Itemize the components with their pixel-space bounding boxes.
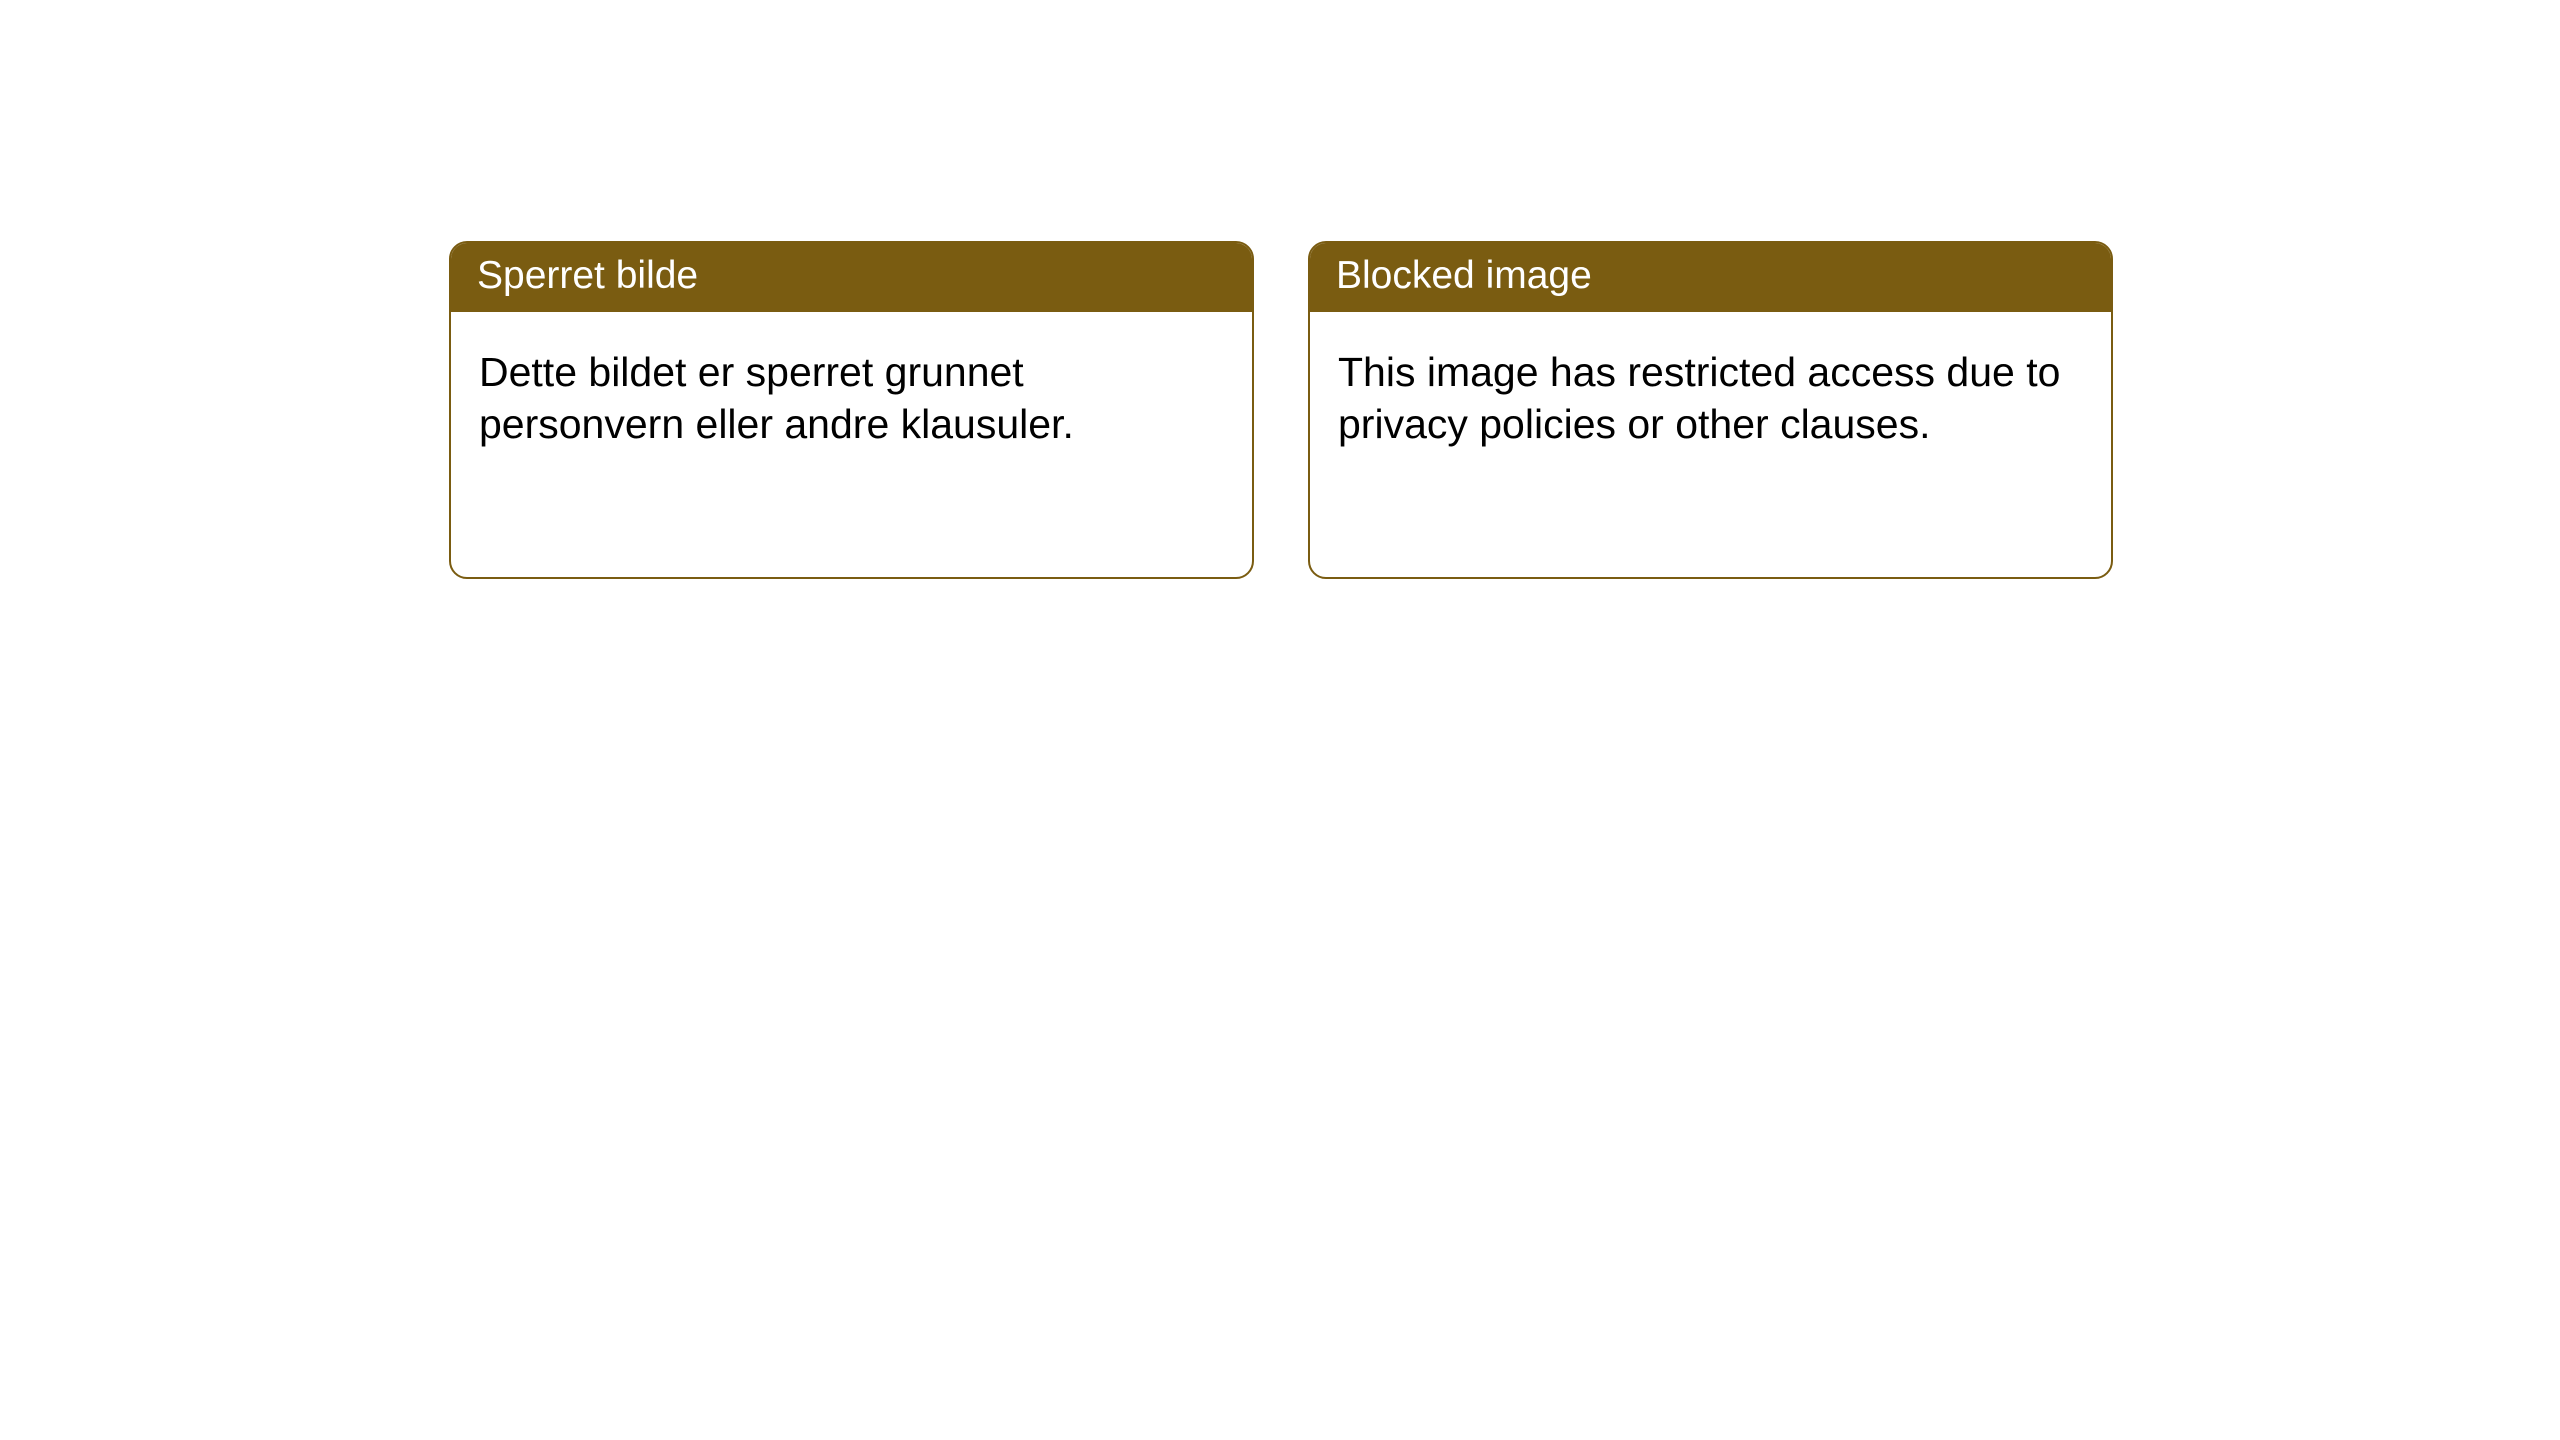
notice-container: Sperret bilde Dette bildet er sperret gr…	[0, 0, 2560, 579]
notice-card-en: Blocked image This image has restricted …	[1308, 241, 2113, 579]
notice-header-en: Blocked image	[1310, 243, 2111, 312]
notice-card-nb: Sperret bilde Dette bildet er sperret gr…	[449, 241, 1254, 579]
notice-body-nb: Dette bildet er sperret grunnet personve…	[451, 312, 1252, 485]
notice-header-nb: Sperret bilde	[451, 243, 1252, 312]
notice-body-en: This image has restricted access due to …	[1310, 312, 2111, 485]
